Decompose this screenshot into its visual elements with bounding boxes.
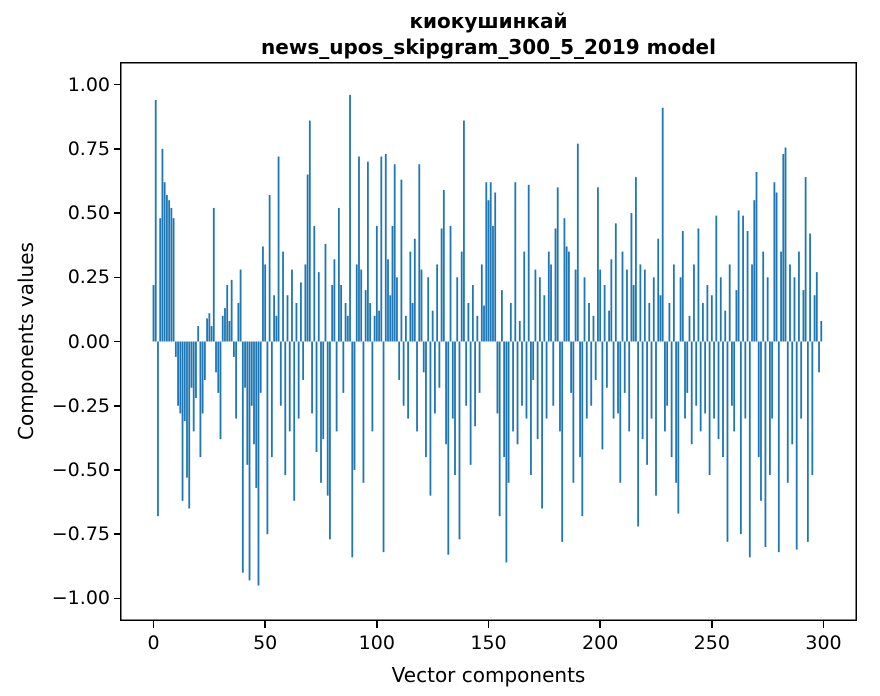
y-tick-mark	[113, 469, 120, 471]
x-tick-label: 200	[582, 632, 619, 654]
plot-area	[120, 62, 857, 621]
bar-chart	[120, 62, 857, 621]
chart-title-model: news_upos_skipgram_300_5_2019 model	[261, 35, 716, 59]
x-tick-label: 250	[693, 632, 730, 654]
y-tick-mark	[113, 276, 120, 278]
x-tick-label: 0	[147, 632, 160, 654]
y-tick-label: 1.00	[67, 73, 110, 96]
x-tick-mark	[487, 621, 490, 628]
y-tick-mark	[113, 212, 120, 214]
y-tick-label: 0.25	[67, 266, 110, 289]
x-tick-label: 300	[805, 632, 842, 654]
chart-title: киокушинкай news_upos_skipgram_300_5_201…	[120, 8, 857, 60]
x-tick-mark	[822, 621, 825, 628]
x-tick-mark	[376, 621, 378, 628]
x-tick-mark	[711, 621, 713, 628]
chart-title-word: киокушинкай	[409, 9, 568, 33]
x-tick-label: 100	[358, 632, 395, 654]
x-tick-mark	[264, 621, 266, 628]
x-axis-label: Vector components	[391, 663, 586, 687]
x-tick-mark	[599, 621, 601, 628]
y-tick-label: −1.00	[51, 587, 110, 610]
y-tick-label: 0.00	[67, 330, 110, 353]
x-tick-label: 150	[470, 632, 507, 654]
y-tick-label: 0.75	[67, 137, 110, 160]
x-tick-mark	[152, 621, 155, 628]
y-tick-mark	[113, 148, 120, 150]
y-tick-mark	[113, 405, 120, 407]
y-tick-label: 0.50	[67, 202, 110, 225]
y-tick-mark	[113, 533, 120, 535]
y-tick-label: −0.25	[51, 394, 110, 417]
x-tick-label: 50	[253, 632, 278, 654]
y-tick-mark	[113, 340, 120, 343]
y-tick-label: −0.50	[51, 458, 110, 481]
y-tick-mark	[113, 83, 120, 86]
y-tick-label: −0.75	[51, 523, 110, 546]
y-tick-mark	[113, 597, 120, 600]
